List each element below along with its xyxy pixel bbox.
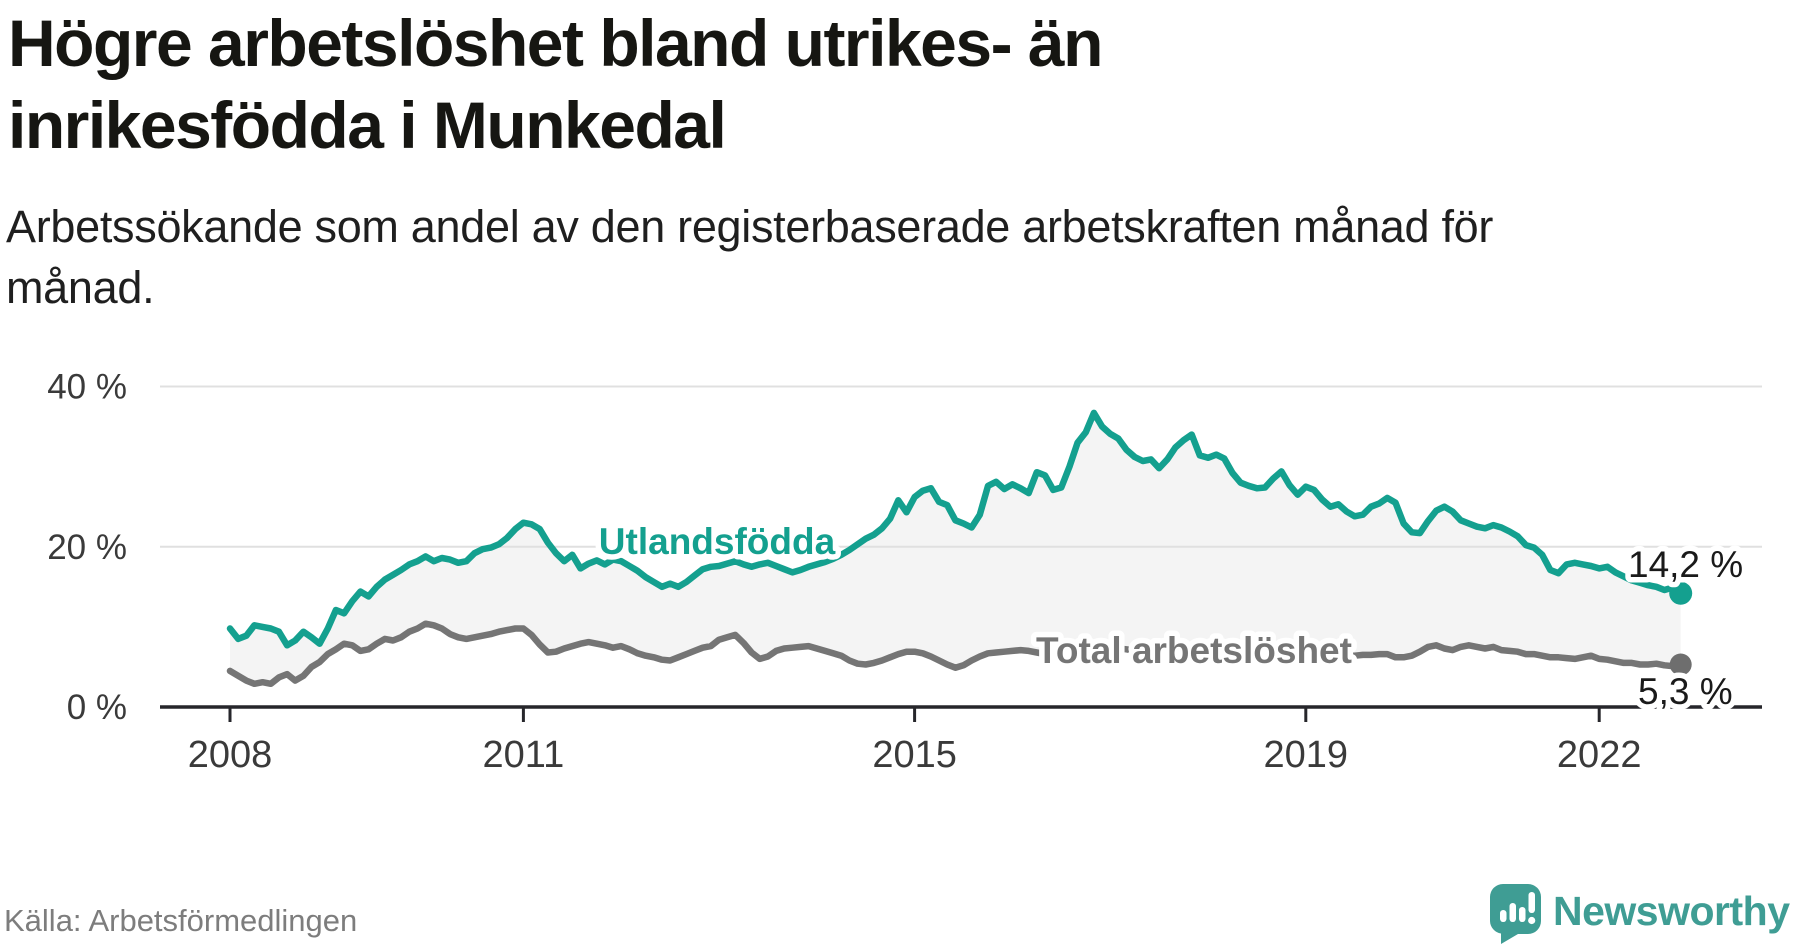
x-axis-label-2008: 2008 <box>188 734 273 776</box>
series-line-utlandsfodda <box>226 409 1684 649</box>
x-axis-label-2011: 2011 <box>483 734 565 776</box>
logo-bar-3 <box>1519 907 1526 922</box>
series-label-total-arbetsloshet: Total arbetslöshet <box>1036 630 1352 671</box>
logo-bar-2 <box>1509 903 1516 922</box>
newsworthy-logo-icon <box>1490 884 1541 944</box>
y-axis-label-0: 0 % <box>67 688 127 727</box>
x-axis-label-2022: 2022 <box>1557 734 1642 776</box>
series-label-utlandsfodda: Utlandsfödda <box>599 521 836 562</box>
series-line-total-arbetsloshet <box>226 620 1684 688</box>
chart-subtitle: Arbetssökande som andel av den registerb… <box>6 196 1493 318</box>
end-value-label-utlandsfodda: 14,2 % <box>1628 544 1743 585</box>
x-axis-label-2019: 2019 <box>1264 734 1349 776</box>
logo-bar-1 <box>1500 910 1507 922</box>
y-axis-label-40: 40 % <box>47 368 127 407</box>
page-title: Högre arbetslöshet bland utrikes- än inr… <box>8 2 1103 166</box>
end-dot-total-arbetsloshet <box>1669 653 1692 676</box>
end-dot-utlandsfodda <box>1669 581 1693 605</box>
logo-exclamation-dot <box>1528 916 1536 925</box>
newsworthy-logo: Newsworthy <box>1488 882 1790 945</box>
x-axis-label-2015: 2015 <box>872 734 957 776</box>
gap-area-fill <box>230 412 1681 684</box>
title-line-2: inrikesfödda i Munkedal <box>8 88 727 162</box>
end-value-label-total-arbetsloshet: 5,3 % <box>1638 671 1733 712</box>
subtitle-line-2: månad. <box>6 262 155 313</box>
logo-exclamation-bar <box>1528 892 1535 913</box>
newsworthy-wordmark: Newsworthy <box>1553 888 1790 934</box>
y-axis-label-20: 20 % <box>47 528 127 567</box>
title-line-1: Högre arbetslöshet bland utrikes- än <box>8 6 1103 80</box>
subtitle-line-1: Arbetssökande som andel av den registerb… <box>6 201 1494 252</box>
source-note: Källa: Arbetsförmedlingen <box>4 903 358 938</box>
